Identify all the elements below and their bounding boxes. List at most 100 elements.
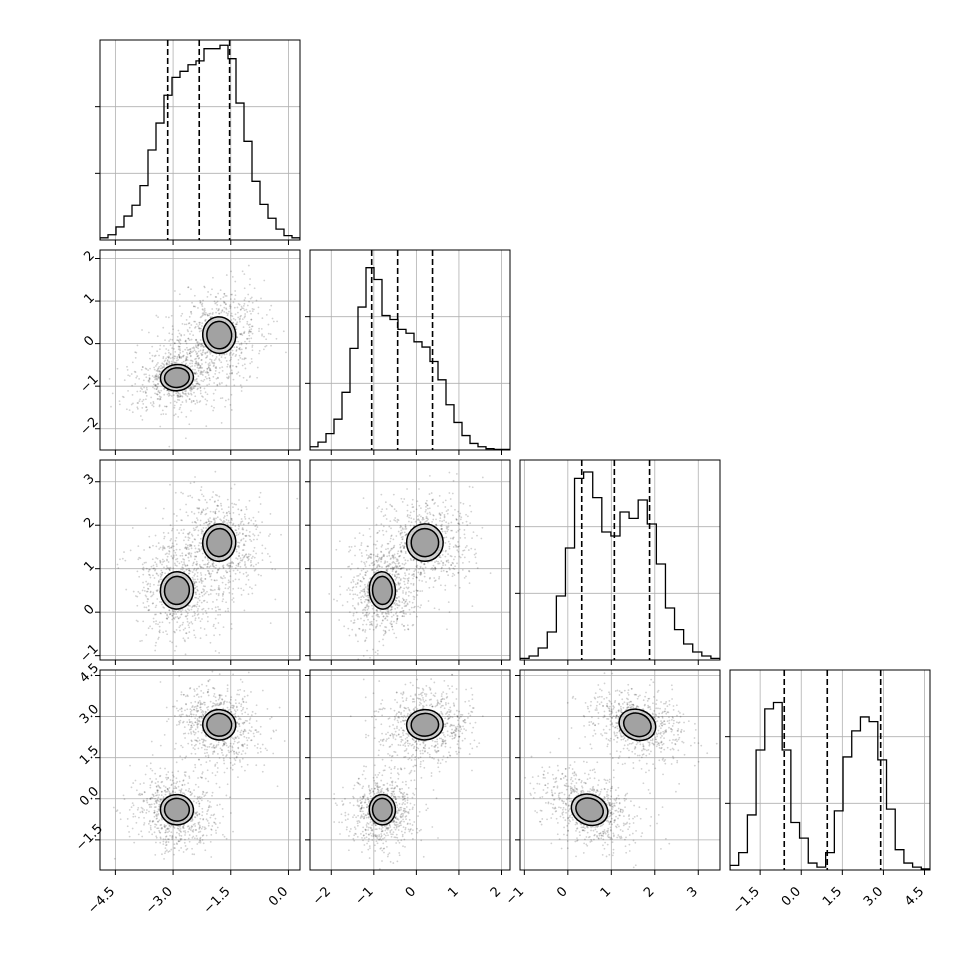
scatter-point: [165, 413, 167, 415]
scatter-point: [188, 718, 191, 721]
scatter-point: [212, 365, 215, 368]
scatter-point: [217, 592, 220, 595]
scatter-point: [361, 629, 364, 632]
scatter-point: [183, 528, 185, 531]
scatter-point: [258, 352, 260, 355]
scatter-point: [340, 576, 343, 578]
scatter-point: [380, 550, 382, 553]
scatter-point: [248, 334, 251, 337]
scatter-point: [394, 565, 397, 568]
scatter-point: [266, 708, 269, 710]
scatter-point: [387, 610, 390, 612]
scatter-point: [233, 740, 236, 743]
scatter-point: [164, 572, 166, 575]
scatter-point: [188, 543, 191, 546]
scatter-point: [386, 542, 389, 545]
scatter-point: [187, 322, 190, 325]
scatter-point: [191, 534, 194, 537]
scatter-point: [244, 357, 247, 360]
scatter-point: [395, 560, 398, 563]
scatter-point: [204, 352, 207, 355]
scatter-point: [421, 518, 424, 521]
scatter-point: [161, 366, 164, 369]
scatter-point: [385, 615, 388, 618]
scatter-point: [188, 339, 191, 341]
scatter-point: [128, 808, 131, 811]
scatter-point: [404, 524, 407, 526]
scatter-point: [223, 517, 225, 519]
scatter-point: [154, 561, 157, 564]
scatter-point: [184, 615, 187, 618]
scatter-point: [159, 370, 162, 373]
scatter-point: [399, 546, 402, 549]
scatter-point: [224, 399, 227, 402]
scatter-point: [179, 624, 182, 627]
scatter-point: [366, 587, 369, 590]
scatter-point: [183, 774, 186, 776]
scatter-point: [394, 575, 396, 578]
scatter-point: [215, 609, 217, 612]
scatter-point: [158, 398, 161, 401]
scatter-point: [220, 422, 223, 424]
scatter-point: [181, 552, 184, 555]
scatter-point: [235, 755, 238, 758]
scatter-point: [225, 742, 227, 745]
scatter-point: [201, 366, 204, 369]
scatter-point: [193, 853, 196, 856]
scatter-point: [376, 564, 379, 567]
scatter-point: [352, 586, 355, 588]
scatter-point: [369, 656, 371, 659]
scatter-point: [185, 357, 188, 360]
scatter-point: [410, 521, 413, 524]
scatter-point: [184, 340, 187, 343]
scatter-point: [208, 520, 210, 523]
scatter-point: [175, 837, 178, 839]
scatter-point: [404, 559, 407, 562]
histogram-panel-2: [515, 459, 721, 665]
scatter-point: [197, 354, 200, 357]
scatter-point: [348, 550, 350, 553]
scatter-point: [200, 591, 203, 594]
scatter-point: [222, 598, 225, 601]
scatter-point: [218, 382, 221, 385]
scatter-point: [193, 529, 196, 532]
scatter-point: [174, 539, 177, 542]
scatter-point: [193, 574, 196, 577]
scatter-point: [151, 821, 154, 823]
scatter-point: [193, 538, 196, 540]
scatter-point: [426, 517, 429, 520]
scatter-point: [187, 536, 190, 539]
scatter-point: [187, 572, 190, 575]
scatter-point: [183, 639, 186, 642]
scatter-point: [193, 610, 196, 613]
scatter-point: [182, 350, 184, 353]
scatter-point: [185, 358, 188, 360]
scatter-point: [217, 292, 220, 295]
scatter-point: [200, 601, 203, 604]
scatter-point: [195, 363, 198, 365]
scatter-point: [154, 534, 157, 537]
scatter-point: [252, 538, 255, 541]
scatter-point: [158, 354, 160, 357]
scatter-point: [198, 795, 201, 798]
scatter-point: [151, 359, 154, 362]
scatter-point: [367, 594, 369, 597]
scatter-point: [247, 713, 250, 716]
scatter-point: [250, 559, 252, 562]
scatter-point: [447, 601, 450, 604]
scatter-point: [445, 527, 448, 530]
scatter-point: [131, 827, 134, 830]
scatter-point: [206, 314, 209, 317]
scatter-point: [176, 615, 179, 618]
scatter-point: [131, 411, 134, 414]
scatter-point: [180, 847, 183, 849]
scatter-point: [177, 340, 180, 342]
scatter-point: [389, 549, 392, 552]
scatter-point: [175, 707, 178, 710]
scatter-point: [387, 547, 389, 550]
scatter-point: [242, 307, 245, 310]
scatter-point: [399, 611, 401, 614]
scatter-point: [168, 850, 171, 852]
scatter-point: [197, 362, 199, 365]
scatter-point: [259, 531, 262, 534]
